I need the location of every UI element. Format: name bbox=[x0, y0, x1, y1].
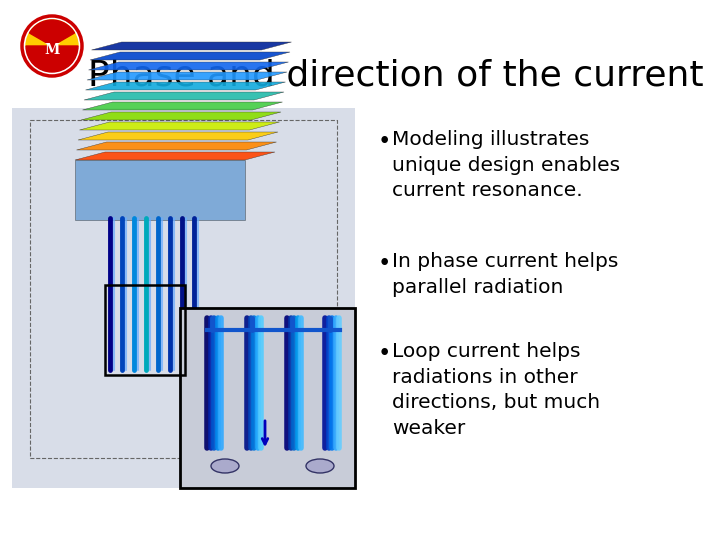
Text: •: • bbox=[378, 342, 392, 365]
Text: Modeling illustrates
unique design enables
current resonance.: Modeling illustrates unique design enabl… bbox=[392, 130, 620, 200]
Text: In phase current helps
parallel radiation: In phase current helps parallel radiatio… bbox=[392, 252, 618, 297]
Text: M: M bbox=[45, 43, 60, 57]
Text: Phase and direction of the current: Phase and direction of the current bbox=[88, 58, 703, 92]
Polygon shape bbox=[84, 92, 284, 100]
Polygon shape bbox=[91, 42, 292, 50]
Polygon shape bbox=[76, 142, 276, 150]
Wedge shape bbox=[30, 20, 74, 46]
Polygon shape bbox=[86, 82, 286, 90]
Text: •: • bbox=[378, 252, 392, 275]
Polygon shape bbox=[83, 102, 282, 110]
Polygon shape bbox=[89, 62, 289, 70]
Bar bbox=[180, 308, 355, 488]
Text: Loop current helps
radiations in other
directions, but much
weaker: Loop current helps radiations in other d… bbox=[392, 342, 600, 438]
Ellipse shape bbox=[306, 459, 334, 473]
Polygon shape bbox=[75, 160, 245, 220]
Polygon shape bbox=[75, 152, 275, 160]
Wedge shape bbox=[26, 46, 78, 72]
Text: •: • bbox=[378, 130, 392, 153]
Ellipse shape bbox=[211, 459, 239, 473]
Bar bbox=[105, 285, 185, 375]
Polygon shape bbox=[90, 52, 290, 60]
Bar bbox=[12, 108, 355, 488]
Bar bbox=[30, 120, 337, 458]
Wedge shape bbox=[26, 20, 78, 46]
Polygon shape bbox=[81, 112, 281, 120]
Polygon shape bbox=[79, 122, 279, 130]
Polygon shape bbox=[78, 132, 278, 140]
Polygon shape bbox=[87, 72, 287, 80]
